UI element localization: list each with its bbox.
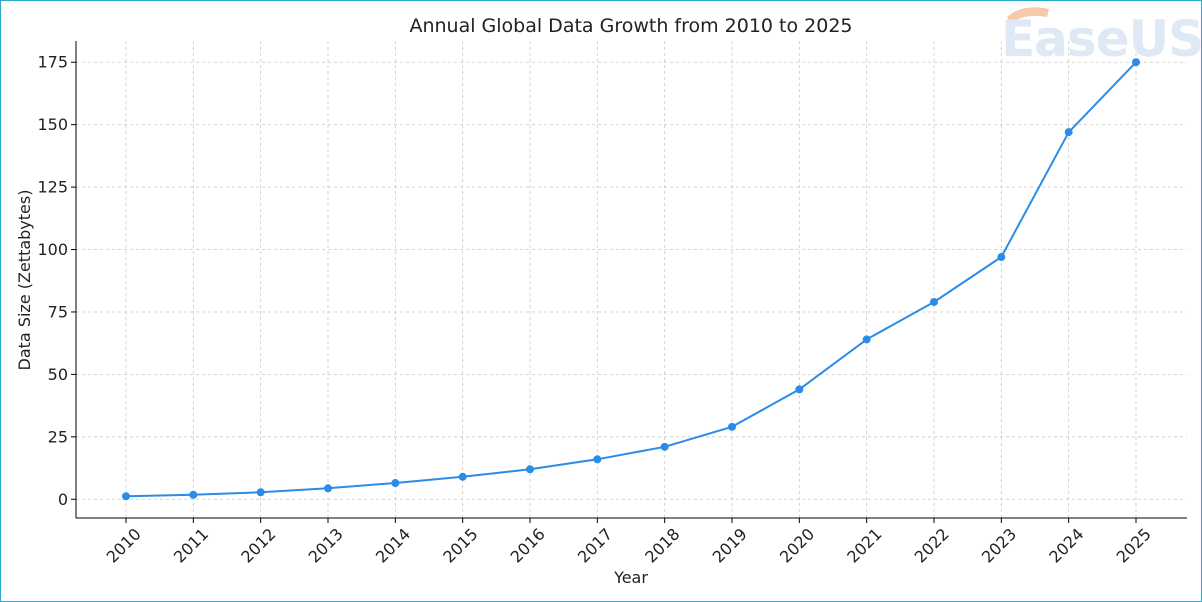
y-tick-label: 125 [37, 178, 68, 197]
y-tick-label: 150 [37, 115, 68, 134]
y-axis-ticks: 0 25 50 75 100 125 150 175 [37, 53, 76, 509]
y-tick-label: 0 [58, 490, 68, 509]
x-tick-label: 2015 [439, 524, 481, 566]
watermark-accent-swoosh [1007, 7, 1049, 23]
data-point [1132, 58, 1140, 67]
axes [75, 41, 1187, 519]
x-tick-label: 2017 [574, 524, 616, 566]
data-point [324, 484, 332, 493]
data-point [526, 465, 534, 474]
easeus-watermark-logo: EaseUS [1001, 7, 1201, 68]
data-point [862, 335, 871, 344]
series-line [125, 61, 1137, 498]
watermark-text: EaseUS [1001, 10, 1201, 68]
x-tick-label: 2022 [911, 524, 953, 566]
data-point [1064, 128, 1073, 137]
data-point [122, 492, 130, 501]
y-tick-label: 175 [37, 53, 68, 72]
x-tick-label: 2019 [709, 524, 751, 566]
data-point [930, 297, 938, 306]
x-tick-label: 2010 [103, 524, 145, 566]
data-point [728, 422, 736, 431]
data-series [122, 58, 1140, 501]
x-tick-label: 2020 [776, 524, 818, 566]
x-tick-label: 2023 [978, 524, 1020, 566]
data-point [795, 385, 804, 394]
x-axis-title: Year [613, 568, 648, 587]
y-axis-title: Data Size (Zettabytes) [15, 190, 34, 371]
x-tick-label: 2012 [237, 524, 279, 566]
x-tick-label: 2025 [1113, 524, 1155, 566]
data-point [391, 479, 400, 488]
x-axis-ticks: 2010 2011 2012 2013 2014 2015 2016 2017 2018 2019… [103, 518, 1155, 567]
data-point [189, 490, 198, 499]
x-tick-label: 2018 [641, 524, 683, 566]
y-tick-label: 100 [37, 240, 68, 259]
y-tick-label: 25 [48, 427, 68, 446]
x-tick-label: 2021 [843, 524, 885, 566]
grid-lines [76, 41, 1187, 518]
data-point [660, 442, 669, 451]
x-tick-label: 2024 [1045, 524, 1087, 566]
data-point [997, 253, 1006, 262]
data-point [256, 488, 265, 497]
data-point [593, 455, 602, 464]
y-tick-label: 50 [48, 365, 68, 384]
x-tick-label: 2016 [507, 524, 549, 566]
data-point [458, 472, 467, 481]
x-tick-label: 2014 [372, 524, 414, 566]
chart-title: Annual Global Data Growth from 2010 to 2… [409, 15, 852, 37]
y-tick-label: 75 [48, 302, 68, 321]
x-tick-label: 2011 [170, 524, 212, 566]
x-tick-label: 2013 [305, 524, 347, 566]
